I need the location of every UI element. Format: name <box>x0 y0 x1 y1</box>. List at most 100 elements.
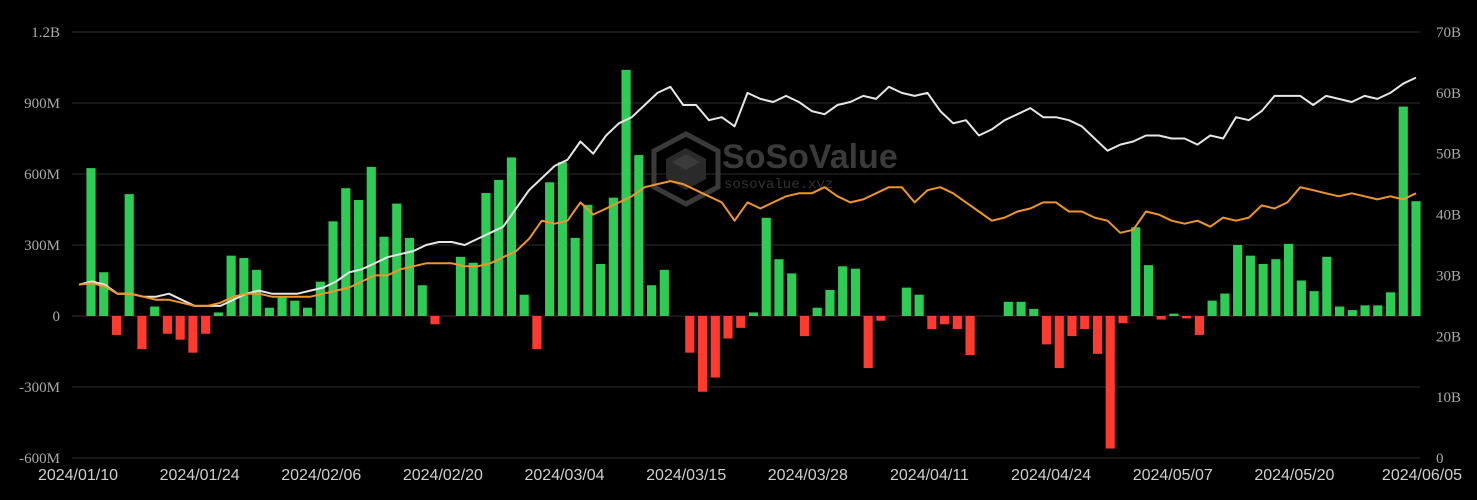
flow-bar <box>1347 310 1357 316</box>
watermark-url: sosovalue.xyz <box>724 177 833 193</box>
x-tick-label: 2024/05/20 <box>1254 467 1334 484</box>
flow-bar <box>1258 263 1268 316</box>
flow-bar <box>277 297 287 316</box>
flow-bar <box>1385 292 1396 316</box>
flow-bar <box>545 182 555 316</box>
flow-bar <box>723 316 733 339</box>
flow-bar <box>1156 316 1166 320</box>
flow-bar <box>1284 243 1294 316</box>
flow-bar <box>850 268 861 316</box>
flow-bar <box>99 272 109 316</box>
flow-bar <box>1220 293 1230 316</box>
flow-bar <box>1207 300 1217 316</box>
right-tick-label: 70B <box>1436 25 1461 41</box>
flow-bar <box>1080 316 1090 330</box>
left-tick-label: 0 <box>53 309 61 325</box>
flow-bar <box>1194 316 1204 335</box>
left-tick-label: 1.2B <box>31 25 60 41</box>
flow-bar <box>328 221 338 316</box>
flow-bar <box>1118 316 1128 324</box>
flow-bar <box>914 294 924 316</box>
flow-bar <box>838 266 848 316</box>
flow-bar <box>965 316 975 356</box>
flow-bar <box>239 258 249 316</box>
x-tick-label: 2024/04/11 <box>890 467 969 484</box>
flow-bar <box>290 300 300 316</box>
flow-bar <box>111 316 122 335</box>
flow-bar <box>1245 255 1255 316</box>
flow-bar <box>1398 106 1408 316</box>
flow-bar <box>1003 301 1013 316</box>
flow-bar <box>621 69 631 316</box>
right-tick-label: 10B <box>1436 390 1461 406</box>
x-axis: 2024/01/10 2024/01/24 2024/02/06 2024/02/20… <box>38 467 1462 484</box>
flow-bar <box>697 316 708 392</box>
white-cumulative-line <box>78 76 1417 307</box>
flow-bar <box>608 197 618 316</box>
flow-bar <box>1029 308 1039 316</box>
flow-bar <box>226 255 236 316</box>
right-tick-label: 0 <box>1436 451 1444 467</box>
flow-bar <box>1041 316 1052 345</box>
flow-bar <box>1054 316 1064 369</box>
flow-bar <box>468 262 478 316</box>
flow-bar <box>188 316 198 353</box>
cumulative-lines <box>78 76 1417 307</box>
flow-bar <box>404 237 415 316</box>
flow-bar <box>1296 280 1306 316</box>
flow-bar <box>748 312 759 316</box>
sosovalue-logo-icon <box>651 131 721 207</box>
right-tick-label: 60B <box>1436 86 1461 102</box>
flow-bar <box>1373 305 1383 316</box>
flow-bar <box>532 316 542 350</box>
orange-cumulative-line <box>78 180 1417 307</box>
left-tick-label: 600M <box>24 167 60 183</box>
flow-bar <box>137 316 147 350</box>
flow-bar <box>1169 313 1179 316</box>
left-tick-label: 900M <box>24 96 60 112</box>
watermark: SoSoValue sosovalue.xyz <box>651 131 898 207</box>
daily-net-inflow-bars <box>86 69 1421 449</box>
flow-bar <box>201 316 211 334</box>
flow-bar <box>1182 316 1192 319</box>
flow-bar <box>812 307 822 316</box>
flow-bar <box>761 217 771 316</box>
x-tick-label: 2024/01/24 <box>160 467 240 484</box>
flow-bar <box>646 285 657 316</box>
flow-bar <box>162 316 173 334</box>
flow-bar <box>799 316 810 337</box>
flow-bar <box>213 312 223 316</box>
x-tick-label: 2024/05/07 <box>1133 467 1213 484</box>
flow-bar <box>1322 256 1332 316</box>
flow-bar <box>430 316 440 325</box>
left-tick-label: 300M <box>24 238 60 254</box>
flow-bar <box>150 306 160 316</box>
flow-bar <box>303 307 313 316</box>
flow-bar <box>1271 259 1281 316</box>
flow-bar <box>736 316 746 328</box>
flow-bar <box>634 155 644 316</box>
flow-bar <box>1067 316 1077 337</box>
watermark-brand: SoSoValue <box>722 138 898 176</box>
right-axis: 0 10B 20B 30B 40B 50B 60B 70B <box>1436 25 1461 467</box>
flow-bar <box>1411 201 1421 316</box>
x-tick-label: 2024/06/05 <box>1382 467 1462 484</box>
flow-bar <box>417 285 427 316</box>
flow-bar <box>927 316 937 330</box>
flow-bar <box>519 294 529 316</box>
flow-bar <box>315 281 325 316</box>
flow-bar <box>570 237 580 316</box>
flow-bar <box>1105 316 1115 449</box>
right-tick-label: 30B <box>1436 268 1461 284</box>
x-tick-label: 2024/04/24 <box>1011 467 1091 484</box>
flow-bar <box>86 168 96 316</box>
right-tick-label: 50B <box>1436 147 1461 163</box>
flow-bar <box>1233 245 1243 316</box>
flow-bar <box>825 289 835 316</box>
flow-bar <box>455 256 466 316</box>
flow-bar <box>876 316 886 321</box>
flow-bar <box>392 203 402 316</box>
flow-bar <box>1092 316 1103 354</box>
x-tick-label: 2024/02/06 <box>281 467 361 484</box>
